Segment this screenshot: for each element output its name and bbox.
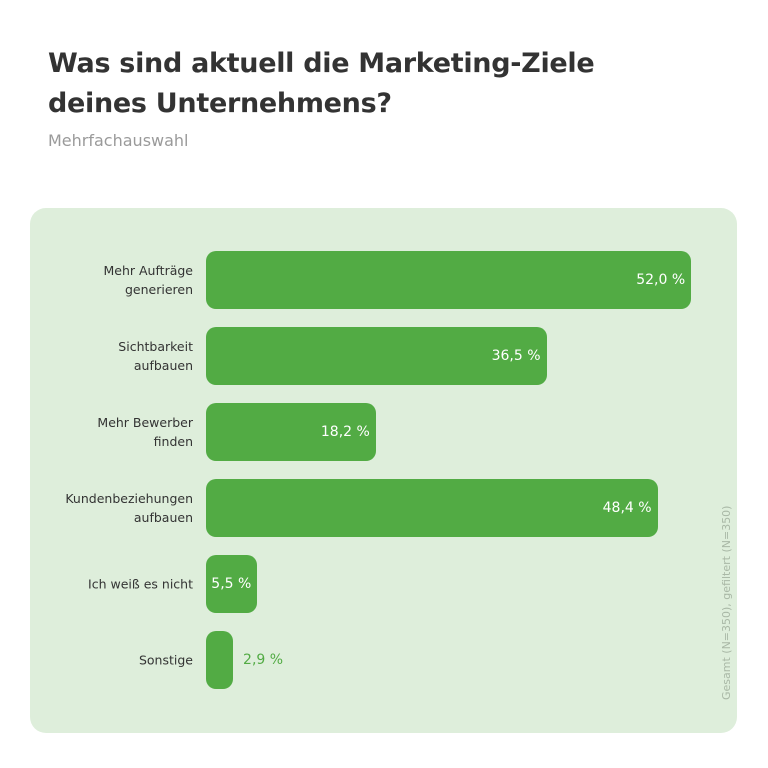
sample-note: Gesamt (N=350), gefiltert (N=350)	[720, 505, 733, 700]
bar	[206, 403, 376, 461]
category-label: Ich weiß es nicht	[88, 576, 193, 592]
bar	[206, 631, 234, 689]
value-label: 48,4 %	[602, 500, 652, 516]
value-label: 36,5 %	[491, 348, 541, 364]
chart-title: Was sind aktuell die Marketing-Ziele dei…	[48, 48, 595, 119]
chart-subtitle: Mehrfachauswahl	[48, 131, 189, 150]
category-label: Sonstige	[138, 652, 193, 668]
category-label: Mehr Bewerber finden	[97, 415, 193, 449]
category-label: Mehr Aufträge generieren	[103, 263, 194, 297]
value-label: 2,9 %	[243, 652, 284, 668]
value-label: 18,2 %	[320, 424, 370, 440]
bar	[206, 479, 658, 537]
bar	[206, 327, 547, 385]
value-label: 5,5 %	[211, 576, 252, 592]
bar	[206, 555, 258, 613]
category-label: Sichtbarkeit aufbauen	[118, 339, 193, 373]
category-label: Kundenbeziehungen aufbauen	[65, 491, 193, 525]
bar	[206, 251, 692, 309]
value-label: 52,0 %	[636, 272, 686, 288]
